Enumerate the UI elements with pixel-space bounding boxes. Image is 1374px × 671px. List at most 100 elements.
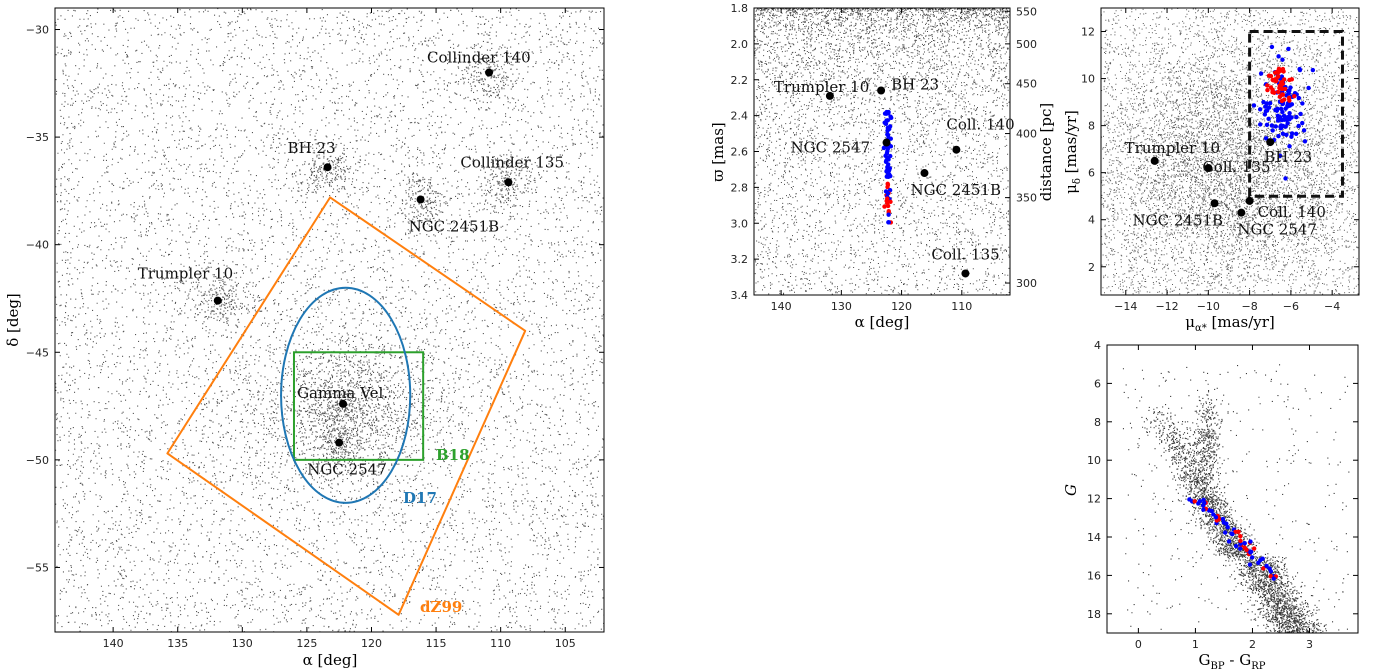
cluster-label: BH 23 xyxy=(891,76,939,94)
cluster-label: Gamma Vel. xyxy=(297,384,388,402)
member-point-blue xyxy=(1213,515,1219,520)
member-point-blue xyxy=(1233,543,1239,549)
x-tick-label: 120 xyxy=(361,637,382,650)
member-point-red xyxy=(1287,77,1292,83)
x-tick-label: 140 xyxy=(103,637,124,650)
member-point-blue xyxy=(1297,67,1303,73)
member-point-blue xyxy=(1281,113,1287,119)
member-point-blue xyxy=(1226,539,1232,544)
member-point-blue xyxy=(881,145,887,151)
sky-map-ylabel: δ [deg] xyxy=(4,293,22,347)
member-point-blue xyxy=(1300,101,1305,106)
y-tick-label: 6 xyxy=(1094,377,1101,390)
parallax-xlabel: α [deg] xyxy=(855,313,910,331)
y2-tick-label: 400 xyxy=(1016,128,1037,141)
member-point-blue xyxy=(887,124,893,129)
x-tick-label: 105 xyxy=(555,637,576,650)
member-point-blue xyxy=(1286,91,1292,96)
parallax-ylabel: ϖ [mas] xyxy=(709,122,727,182)
y-tick-label: 12 xyxy=(1081,26,1095,39)
member-point-blue xyxy=(1278,123,1284,128)
member-point-red xyxy=(882,204,887,209)
cluster-label: BH 23 xyxy=(1264,148,1312,166)
member-point-blue xyxy=(1271,576,1276,581)
member-point-blue xyxy=(888,173,893,179)
cluster-label: Coll. 140 xyxy=(1258,203,1326,221)
cluster-label: Collinder 135 xyxy=(460,153,564,171)
member-point-red xyxy=(1276,89,1281,95)
member-point-blue xyxy=(1289,134,1294,139)
member-point-red xyxy=(1276,69,1281,75)
member-point-blue xyxy=(1287,144,1292,149)
member-point-red xyxy=(1279,98,1285,104)
parallax-ticks: 140 130 120 110 1.8 2.0 2.2 2.4 2.6 2.8 3.0 3.2 3.4 3… xyxy=(731,2,1038,313)
sky-map-plot-area xyxy=(55,8,604,632)
proper-motion-ylabel: μδ [mas/yr] xyxy=(1062,110,1083,194)
y-tick-label: 12 xyxy=(1087,493,1101,506)
field-star-points xyxy=(1122,364,1350,633)
member-point-blue xyxy=(1269,44,1275,50)
region-label-d17: D17 xyxy=(403,489,437,507)
y-tick-label: 3.4 xyxy=(731,289,749,302)
member-point-blue xyxy=(1280,57,1285,62)
member-point-blue xyxy=(1287,110,1292,116)
x-tick-label: −4 xyxy=(1324,300,1340,313)
member-point-red xyxy=(1281,69,1286,74)
member-point-red xyxy=(1244,547,1249,553)
member-point-red xyxy=(1265,83,1270,88)
y-tick-label: 1.8 xyxy=(731,2,749,15)
region-b18 xyxy=(292,351,425,461)
y-tick-label: 8 xyxy=(1088,120,1095,133)
member-point-blue xyxy=(1225,525,1230,530)
x-tick-label: 2 xyxy=(1249,638,1256,651)
region-label-dz99: dZ99 xyxy=(420,598,462,616)
cluster-marker xyxy=(825,91,834,100)
cluster-label: Trumpler 10 xyxy=(1125,139,1220,157)
cluster-label: NGC 2451B xyxy=(1133,211,1224,229)
member-point-blue xyxy=(1298,111,1303,117)
cluster-marker xyxy=(877,86,886,95)
member-point-blue xyxy=(884,169,889,174)
sky-map-xlabel: α [deg] xyxy=(303,651,358,669)
y-tick-label: 8 xyxy=(1094,416,1101,429)
member-point-blue xyxy=(1276,116,1281,121)
member-point-blue xyxy=(1286,103,1292,108)
member-point-blue xyxy=(1285,121,1290,126)
cluster-label: NGC 2547 xyxy=(307,461,387,479)
x-tick-label: −12 xyxy=(1155,300,1178,313)
cluster-label: Coll. 140 xyxy=(946,116,1014,134)
cluster-label: BH 23 xyxy=(288,139,336,157)
cluster-marker xyxy=(961,269,970,278)
cluster-label: Coll. 135 xyxy=(1202,158,1270,176)
member-point-blue xyxy=(886,212,891,217)
y-tick-label: 10 xyxy=(1081,73,1095,86)
member-point-blue xyxy=(1276,133,1281,139)
member-point-blue xyxy=(1264,122,1270,128)
cluster-label: Trumpler 10 xyxy=(138,265,233,283)
member-point-red xyxy=(1238,533,1243,539)
member-point-red xyxy=(1282,86,1288,92)
member-point-blue xyxy=(1277,153,1283,159)
y-tick-label: 2.6 xyxy=(731,146,749,159)
member-point-red xyxy=(1292,94,1297,99)
member-point-blue xyxy=(886,220,892,225)
proper-motion-selection-box xyxy=(1248,30,1344,198)
member-point-blue xyxy=(1274,108,1280,113)
region-dz99 xyxy=(166,196,527,616)
member-point-red xyxy=(885,200,890,206)
y2-tick-label: 500 xyxy=(1016,38,1037,51)
cluster-marker xyxy=(323,163,332,172)
member-point-blue xyxy=(888,136,893,141)
x-tick-label: −6 xyxy=(1283,300,1299,313)
member-point-blue xyxy=(1237,546,1243,551)
member-point-blue xyxy=(1268,569,1274,574)
x-tick-label: 130 xyxy=(232,637,253,650)
member-point-red xyxy=(1275,74,1280,80)
member-point-blue xyxy=(1202,500,1207,506)
member-point-blue xyxy=(1261,99,1266,105)
cluster-label: NGC 2547 xyxy=(791,139,871,157)
cluster-marker xyxy=(952,145,961,154)
member-point-blue xyxy=(1222,530,1228,535)
member-point-red xyxy=(885,181,890,186)
